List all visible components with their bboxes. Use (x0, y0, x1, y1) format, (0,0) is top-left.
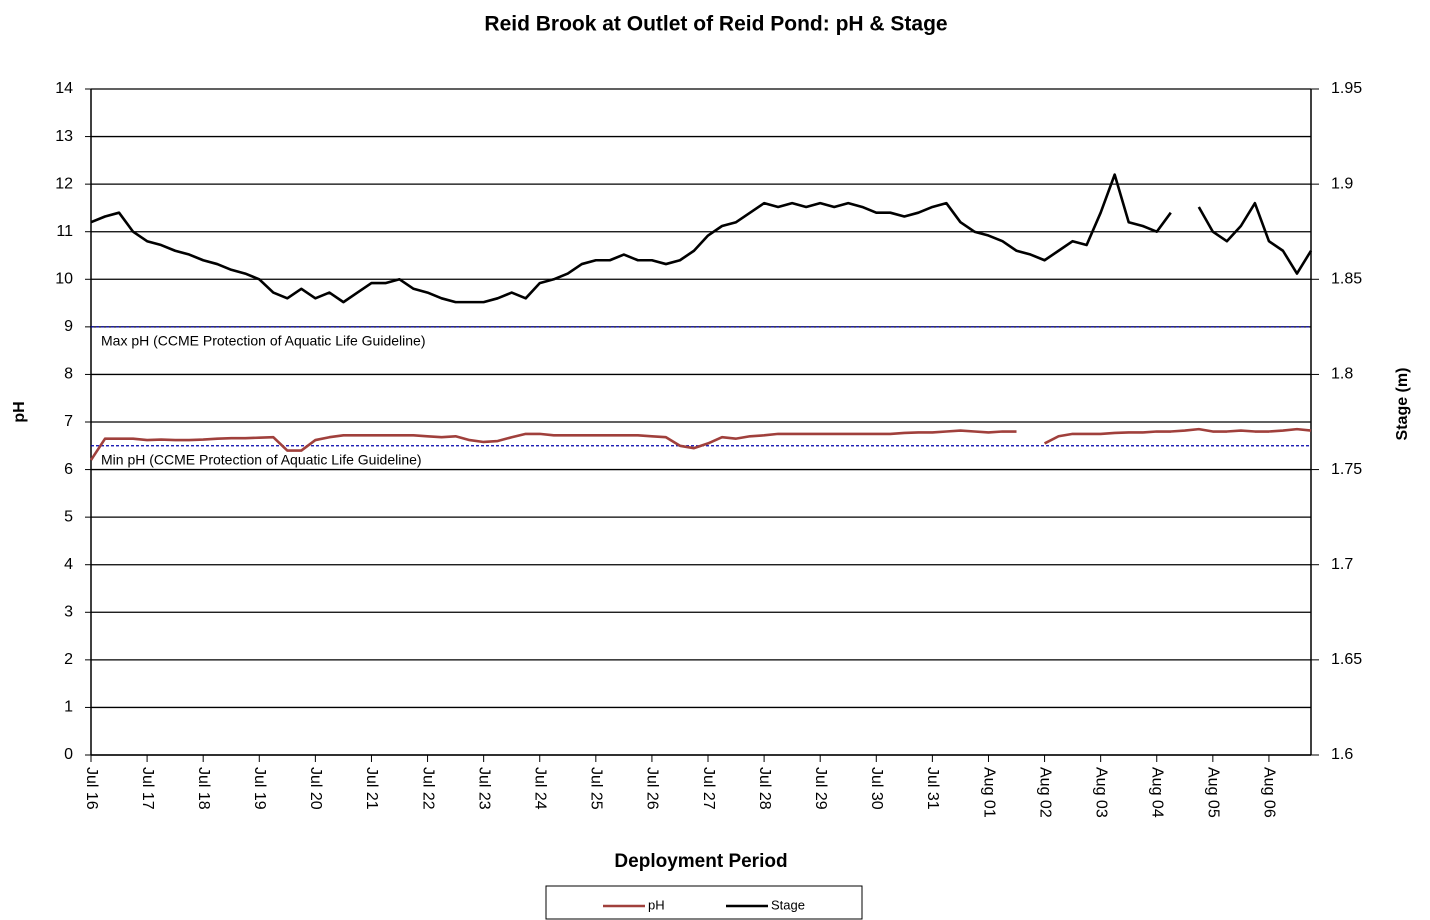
y-tick-label: 1 (64, 699, 73, 716)
reference-label: Min pH (CCME Protection of Aquatic Life … (101, 451, 422, 467)
y-tick-label: 0 (64, 746, 73, 763)
legend-box (545, 885, 863, 920)
x-tick-label: Aug 02 (1036, 767, 1053, 818)
x-tick-label: Jul 31 (924, 767, 941, 810)
x-tick-label: Jul 16 (83, 767, 100, 810)
series-line (1043, 427, 1312, 445)
y2-tick-label: 1.65 (1331, 651, 1362, 668)
y-tick-label: 13 (55, 128, 73, 145)
y-tick-label: 4 (64, 556, 73, 573)
y-tick-label: 8 (64, 366, 73, 383)
x-tick-label: Jul 24 (532, 767, 549, 810)
y-tick-label: 6 (64, 461, 73, 478)
y2-tick-label: 1.75 (1331, 461, 1362, 478)
reference-label: Max pH (CCME Protection of Aquatic Life … (101, 333, 425, 349)
y-tick-label: 12 (55, 175, 73, 192)
y-tick-label: 3 (64, 604, 73, 621)
x-tick-label: Aug 06 (1261, 767, 1278, 818)
chart-title: Reid Brook at Outlet of Reid Pond: pH & … (484, 13, 947, 36)
x-tick-label: Jul 27 (700, 767, 717, 810)
x-tick-label: Jul 22 (419, 767, 436, 810)
y-tick-label: 10 (55, 271, 73, 288)
x-tick-label: Jul 17 (139, 767, 156, 810)
y2-tick-label: 1.6 (1331, 746, 1353, 763)
x-tick-label: Jul 23 (475, 767, 492, 810)
x-axis-label: Deployment Period (614, 851, 787, 872)
series-line (89, 429, 1017, 461)
x-tick-label: Aug 05 (1205, 767, 1222, 818)
x-tick-label: Jul 20 (307, 767, 324, 810)
series-line (1197, 201, 1313, 275)
y-tick-label: 14 (55, 80, 73, 97)
x-tick-label: Jul 28 (756, 767, 773, 810)
x-tick-label: Aug 04 (1149, 767, 1166, 818)
y2-tick-label: 1.9 (1331, 175, 1353, 192)
x-tick-label: Jul 30 (868, 767, 885, 810)
x-tick-label: Aug 03 (1092, 767, 1109, 818)
y2-tick-label: 1.8 (1331, 366, 1353, 383)
y2-axis-label: Stage (m) (1394, 368, 1411, 441)
legend-label: pH (648, 897, 665, 912)
x-tick-label: Jul 19 (251, 767, 268, 810)
x-tick-label: Jul 26 (644, 767, 661, 810)
x-tick-label: Jul 21 (363, 767, 380, 810)
x-tick-label: Jul 18 (195, 767, 212, 810)
y2-tick-label: 1.7 (1331, 556, 1353, 573)
y-tick-label: 9 (64, 318, 73, 335)
y-tick-label: 11 (56, 223, 73, 240)
y2-tick-label: 1.95 (1331, 80, 1362, 97)
x-tick-label: Jul 25 (588, 767, 605, 810)
y-axis-label: pH (11, 401, 28, 422)
y2-tick-label: 1.85 (1331, 271, 1362, 288)
legend-label: Stage (771, 897, 805, 912)
y-tick-label: 5 (64, 508, 73, 525)
x-tick-label: Aug 01 (980, 767, 997, 818)
series-line (90, 173, 1172, 304)
x-tick-label: Jul 29 (812, 767, 829, 810)
y-tick-label: 2 (64, 651, 73, 668)
y-tick-label: 7 (64, 413, 73, 430)
